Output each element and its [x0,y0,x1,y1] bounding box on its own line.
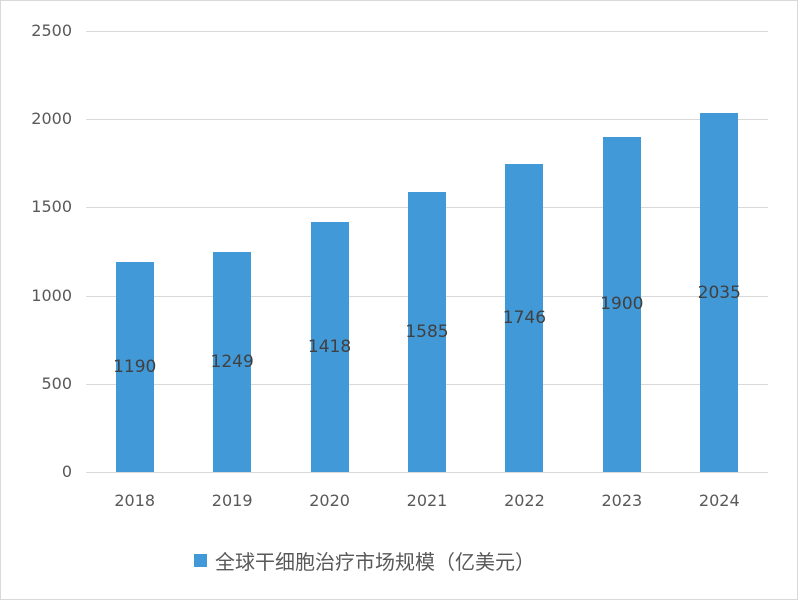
legend-label: 全球干细胞治疗市场规模（亿美元） [215,550,535,574]
data-label: 2035 [697,282,741,303]
data-label: 1585 [405,322,449,343]
bar-2020 [310,221,349,472]
gridline [86,31,768,32]
data-label: 1418 [307,336,352,357]
bar-2024 [700,113,739,472]
x-tick-label: 2019 [211,491,253,510]
x-tick-label: 2020 [309,491,350,510]
y-tick-label: 2000 [31,109,72,128]
data-label: 1249 [210,351,254,372]
x-tick-label: 2024 [698,491,740,510]
y-tick-label: 500 [41,374,72,393]
y-tick-label: 1500 [31,197,72,216]
bar-2021 [408,192,446,472]
gridline [86,472,768,473]
legend-swatch [194,554,207,567]
bar-2018 [115,262,154,472]
bar-2023 [602,136,641,472]
y-tick-label: 1000 [31,286,72,305]
legend: 全球干细胞治疗市场规模（亿美元） [194,546,535,575]
data-label: 1900 [600,294,644,315]
gridline [86,119,768,120]
y-tick-label: 2500 [31,21,72,40]
x-tick-label: 2023 [601,491,643,510]
bar-2019 [213,251,252,472]
x-tick-label: 2018 [114,491,156,510]
x-tick-label: 2022 [504,491,545,510]
data-label: 1190 [113,357,157,378]
x-tick-label: 2021 [406,491,448,510]
bar-2022 [505,164,544,472]
data-label: 1746 [502,308,547,328]
y-tick-label: 0 [61,462,72,481]
